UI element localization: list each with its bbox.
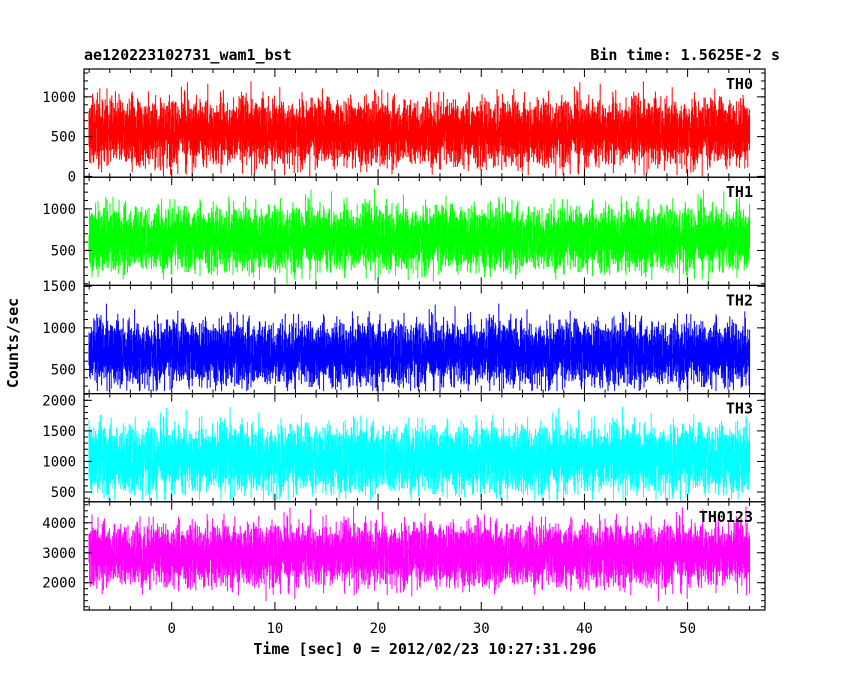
y-tick-label: 500	[51, 485, 76, 501]
y-tick-label: 2000	[42, 393, 76, 409]
panel-th2: 500 1000 1500 TH2	[42, 279, 766, 395]
y-tick-label: 3000	[42, 546, 76, 562]
y-tick-label: 1500	[42, 424, 76, 440]
series-th1	[88, 188, 751, 285]
y-tick-label: 2000	[42, 576, 76, 592]
y-tick-label: 500	[51, 130, 76, 146]
chart-title: ae120223102731_wam1_bst	[84, 46, 292, 64]
y-tick-label: 1000	[42, 202, 76, 218]
y-tick-label: 500	[51, 243, 76, 259]
y-tick-label: 500	[51, 362, 76, 378]
panel-th3: 500 1000 1500 2000 TH3	[42, 393, 766, 503]
panel-th0: 0 500 1000 TH0	[42, 68, 766, 185]
y-tick-label: 1000	[42, 90, 76, 106]
y-tick-label: 1500	[42, 279, 76, 295]
panel-label: TH1	[726, 183, 753, 201]
bin-time-label: Bin time: 1.5625E-2 s	[590, 46, 780, 64]
panel-th0123: 2000 3000 4000 TH0123	[42, 501, 766, 611]
panel-label: TH0	[726, 75, 753, 93]
y-tick-label: 1000	[42, 454, 76, 470]
y-axis-label: Counts/sec	[4, 298, 22, 388]
panel-th1: 500 1000 TH1	[42, 176, 766, 286]
x-tick-label: 0	[167, 621, 175, 637]
panel-label: TH0123	[699, 508, 753, 526]
x-tick-label: 40	[576, 621, 593, 637]
y-tick-label: 4000	[42, 516, 76, 532]
series-th0123	[88, 506, 751, 602]
y-tick-label: 0	[68, 169, 76, 185]
series-th3	[88, 407, 751, 501]
x-tick-label: 20	[370, 621, 387, 637]
panel-frame	[83, 501, 766, 611]
panel-label: TH2	[726, 291, 753, 309]
panels-group: 05001000TH05001000TH150010001500TH250010…	[42, 68, 766, 637]
x-tick-label: 50	[679, 621, 696, 637]
x-tick-label: 10	[266, 621, 283, 637]
series-th2	[88, 303, 751, 392]
x-tick-label: 30	[473, 621, 490, 637]
series-th0	[88, 81, 751, 177]
x-axis-label: Time [sec] 0 = 2012/02/23 10:27:31.296	[253, 640, 596, 658]
y-tick-label: 1000	[42, 321, 76, 337]
panel-label: TH3	[726, 400, 753, 418]
